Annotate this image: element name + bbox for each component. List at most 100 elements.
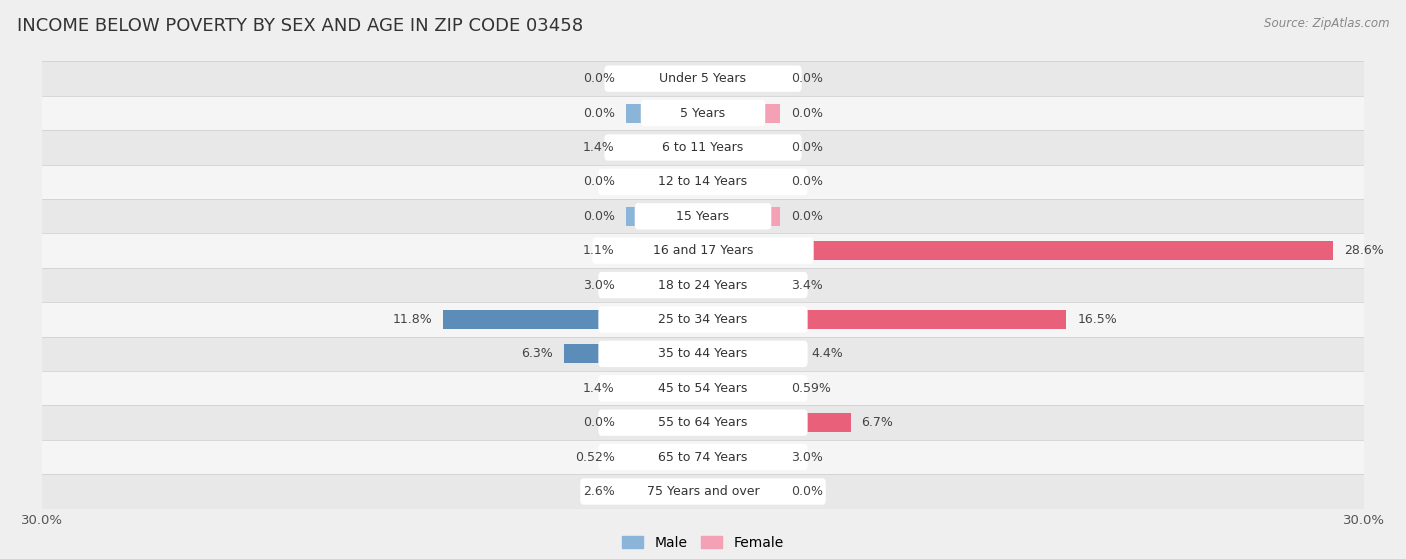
Bar <box>42 337 1364 371</box>
Bar <box>42 96 1364 130</box>
Text: 28.6%: 28.6% <box>1344 244 1384 257</box>
Text: 6.7%: 6.7% <box>862 416 893 429</box>
FancyBboxPatch shape <box>599 272 807 299</box>
Bar <box>703 138 780 157</box>
Bar <box>703 172 780 191</box>
Text: 0.0%: 0.0% <box>583 176 614 188</box>
Bar <box>626 448 703 467</box>
Text: 0.0%: 0.0% <box>583 72 614 85</box>
FancyBboxPatch shape <box>599 444 807 470</box>
Text: 65 to 74 Years: 65 to 74 Years <box>658 451 748 463</box>
Text: 6 to 11 Years: 6 to 11 Years <box>662 141 744 154</box>
Text: 0.0%: 0.0% <box>792 485 823 498</box>
Text: 18 to 24 Years: 18 to 24 Years <box>658 278 748 292</box>
Text: 16 and 17 Years: 16 and 17 Years <box>652 244 754 257</box>
FancyBboxPatch shape <box>599 306 807 333</box>
FancyBboxPatch shape <box>581 479 825 505</box>
Bar <box>443 310 703 329</box>
Text: 5 Years: 5 Years <box>681 107 725 120</box>
Bar <box>703 69 780 88</box>
Bar <box>626 241 703 260</box>
Bar <box>42 405 1364 440</box>
Bar <box>703 310 1066 329</box>
FancyBboxPatch shape <box>599 340 807 367</box>
Text: 11.8%: 11.8% <box>392 313 432 326</box>
Text: 12 to 14 Years: 12 to 14 Years <box>658 176 748 188</box>
Text: 15 Years: 15 Years <box>676 210 730 223</box>
Bar <box>42 234 1364 268</box>
Bar <box>42 302 1364 337</box>
Text: 3.0%: 3.0% <box>583 278 614 292</box>
Text: 0.0%: 0.0% <box>583 210 614 223</box>
Bar <box>703 344 800 363</box>
FancyBboxPatch shape <box>599 169 807 195</box>
Bar <box>703 413 851 432</box>
FancyBboxPatch shape <box>605 65 801 92</box>
Text: 0.0%: 0.0% <box>792 141 823 154</box>
Bar <box>703 241 1333 260</box>
Bar <box>626 103 703 122</box>
FancyBboxPatch shape <box>634 203 772 230</box>
Bar <box>626 482 703 501</box>
Text: 0.0%: 0.0% <box>583 107 614 120</box>
Text: 1.4%: 1.4% <box>583 141 614 154</box>
Text: 3.4%: 3.4% <box>792 278 823 292</box>
Bar <box>703 448 780 467</box>
Bar <box>564 344 703 363</box>
Text: Under 5 Years: Under 5 Years <box>659 72 747 85</box>
Text: 35 to 44 Years: 35 to 44 Years <box>658 347 748 361</box>
FancyBboxPatch shape <box>605 134 801 160</box>
Text: 16.5%: 16.5% <box>1077 313 1118 326</box>
Legend: Male, Female: Male, Female <box>617 530 789 556</box>
Text: 0.59%: 0.59% <box>792 382 831 395</box>
Bar <box>703 103 780 122</box>
Bar <box>626 138 703 157</box>
Bar <box>703 379 780 398</box>
Bar <box>564 344 703 363</box>
Bar <box>703 413 851 432</box>
Text: INCOME BELOW POVERTY BY SEX AND AGE IN ZIP CODE 03458: INCOME BELOW POVERTY BY SEX AND AGE IN Z… <box>17 17 583 35</box>
Text: 0.0%: 0.0% <box>792 107 823 120</box>
FancyBboxPatch shape <box>599 375 807 401</box>
Text: 0.0%: 0.0% <box>792 176 823 188</box>
Bar <box>703 482 780 501</box>
FancyBboxPatch shape <box>592 238 814 264</box>
Bar <box>703 310 1066 329</box>
Text: 6.3%: 6.3% <box>522 347 553 361</box>
Text: 45 to 54 Years: 45 to 54 Years <box>658 382 748 395</box>
Text: 0.0%: 0.0% <box>583 416 614 429</box>
Text: 55 to 64 Years: 55 to 64 Years <box>658 416 748 429</box>
Bar <box>703 344 800 363</box>
Text: 0.52%: 0.52% <box>575 451 614 463</box>
Bar <box>703 276 780 295</box>
Bar <box>703 207 780 226</box>
FancyBboxPatch shape <box>641 100 765 126</box>
Text: 75 Years and over: 75 Years and over <box>647 485 759 498</box>
Bar <box>42 199 1364 234</box>
Text: 0.0%: 0.0% <box>792 210 823 223</box>
Bar <box>42 268 1364 302</box>
Bar <box>42 474 1364 509</box>
FancyBboxPatch shape <box>599 410 807 436</box>
Bar <box>443 310 703 329</box>
Bar <box>626 413 703 432</box>
Bar <box>626 276 703 295</box>
Bar <box>42 61 1364 96</box>
Bar <box>626 379 703 398</box>
Text: 25 to 34 Years: 25 to 34 Years <box>658 313 748 326</box>
Bar <box>703 241 1333 260</box>
Text: 3.0%: 3.0% <box>792 451 823 463</box>
Bar <box>626 207 703 226</box>
Text: 2.6%: 2.6% <box>583 485 614 498</box>
Bar <box>626 69 703 88</box>
Bar <box>42 130 1364 165</box>
Bar <box>626 172 703 191</box>
Text: 1.4%: 1.4% <box>583 382 614 395</box>
Bar <box>42 440 1364 474</box>
Text: 0.0%: 0.0% <box>792 72 823 85</box>
Text: 1.1%: 1.1% <box>583 244 614 257</box>
Bar <box>42 371 1364 405</box>
Text: 4.4%: 4.4% <box>811 347 842 361</box>
Text: Source: ZipAtlas.com: Source: ZipAtlas.com <box>1264 17 1389 30</box>
Bar <box>42 165 1364 199</box>
